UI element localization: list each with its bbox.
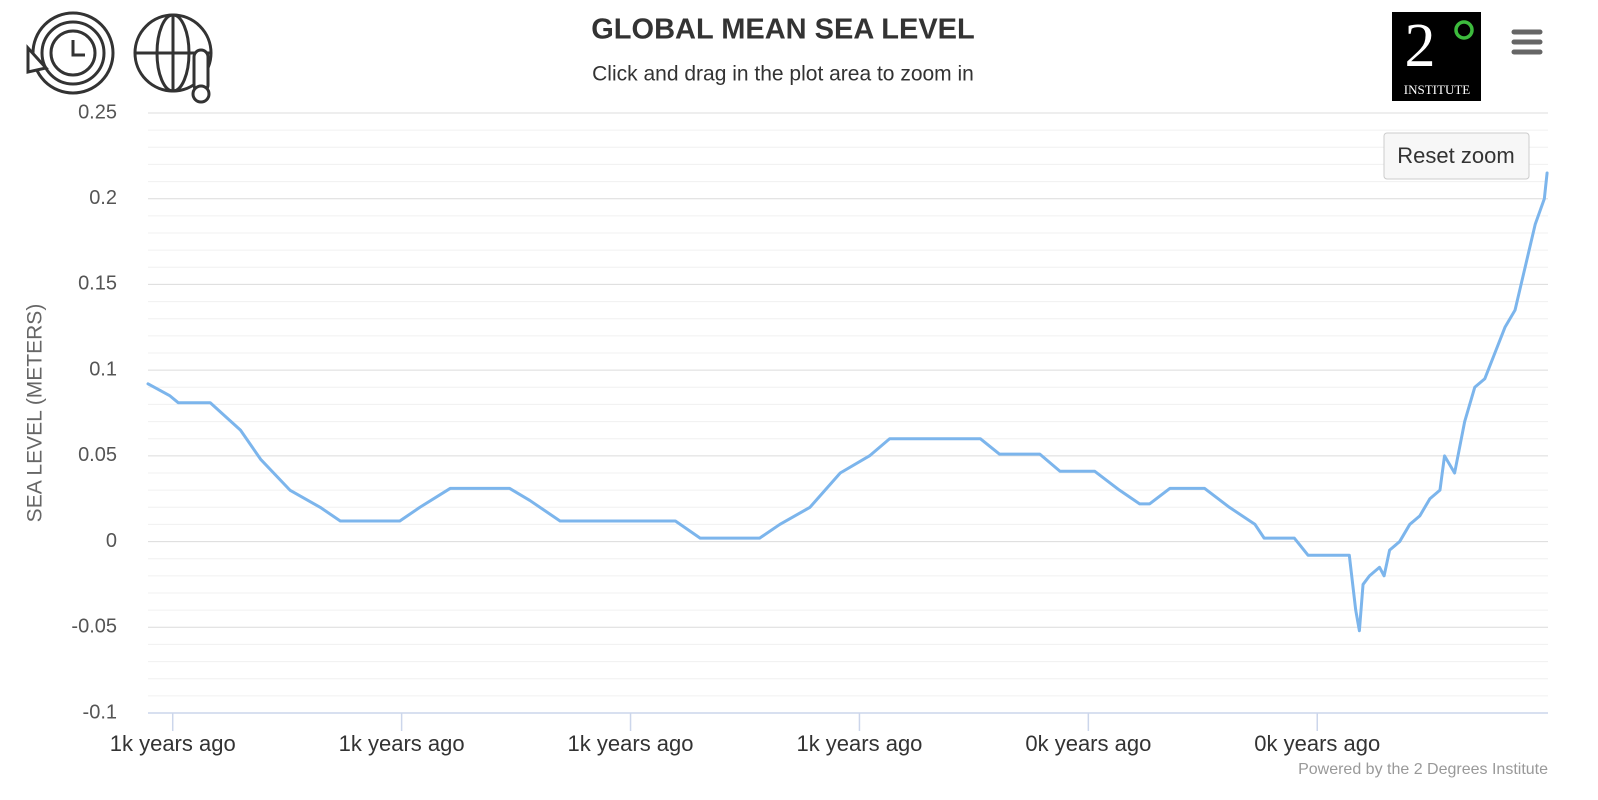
globe-icon[interactable] (133, 13, 213, 104)
history-icon[interactable] (26, 11, 115, 95)
logo-name: INSTITUTE (1404, 82, 1470, 97)
sea-level-line (146, 171, 1549, 633)
chart-title: GLOBAL MEAN SEA LEVEL (591, 14, 974, 46)
x-tick-label: 0k years ago (1025, 731, 1151, 756)
x-tick-label: 1k years ago (339, 731, 465, 756)
y-tick-label: 0 (106, 530, 117, 552)
y-tick-label: 0.25 (78, 101, 117, 123)
x-tick-label: 1k years ago (110, 731, 236, 756)
logo-number: 2 (1405, 12, 1436, 80)
reset-zoom-button[interactable]: Reset zoom (1383, 132, 1530, 180)
y-axis-title: SEA LEVEL (METERS) (24, 304, 47, 523)
y-tick-label: 0.15 (78, 273, 117, 295)
x-tick-label: 0k years ago (1254, 731, 1380, 756)
reset-zoom-box[interactable] (1383, 132, 1530, 180)
reset-zoom-label[interactable]: Reset zoom (1397, 143, 1514, 168)
x-tick-label: 1k years ago (796, 731, 922, 756)
y-tick-label: 0.2 (89, 187, 117, 209)
chart-subtitle: Click and drag in the plot area to zoom … (592, 63, 974, 86)
y-tick-label: 0.1 (89, 358, 117, 380)
credits: Powered by the 2 Degrees Institute (1298, 761, 1548, 778)
logo-degree (1454, 20, 1474, 40)
y-tick-label: -0.1 (83, 701, 117, 723)
y-tick-label: -0.05 (71, 616, 117, 638)
menu-button[interactable] (1511, 29, 1543, 55)
x-tick-label: 1k years ago (568, 731, 694, 756)
y-tick-label: 0.05 (78, 444, 117, 466)
logo (1392, 12, 1481, 101)
